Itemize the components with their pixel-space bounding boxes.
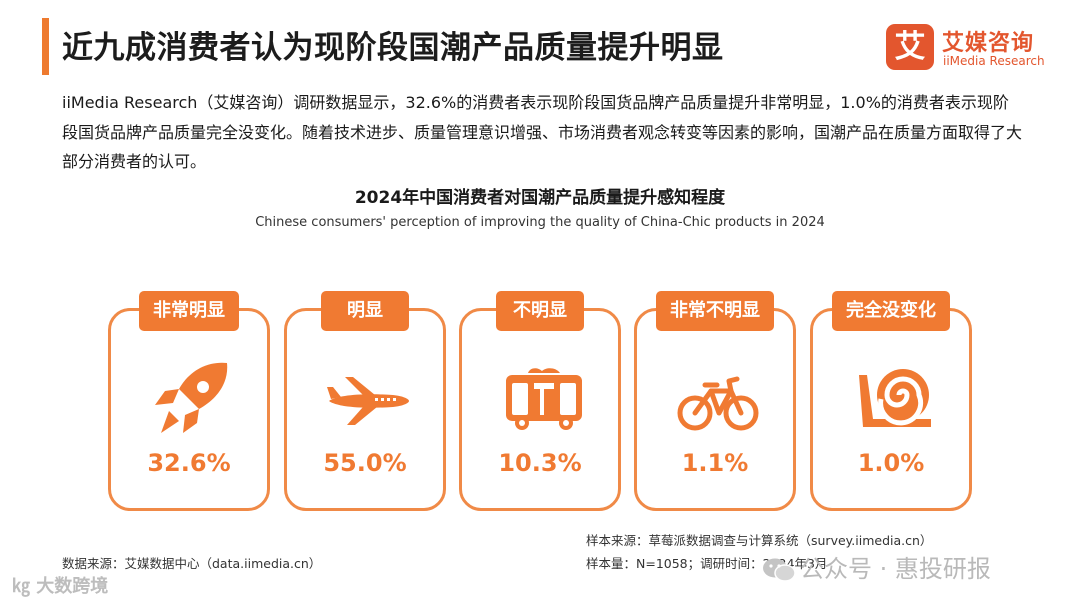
- bicycle-icon: [673, 355, 763, 445]
- card-1: 非常明显 32.6%: [108, 291, 270, 511]
- logo-english-name: iiMedia Research: [943, 54, 1045, 68]
- value-label: 32.6%: [147, 449, 231, 477]
- corner-watermark: ㎏ 大数跨境: [12, 572, 108, 598]
- rocket-icon: [147, 355, 237, 445]
- data-source-note: 数据来源：艾媒数据中心（data.iimedia.cn）: [62, 556, 322, 571]
- chart-subtitle: Chinese consumers' perception of improvi…: [255, 215, 825, 230]
- title-accent-bar: [42, 18, 49, 75]
- category-label: 非常不明显: [656, 291, 774, 331]
- card-3: 不明显 10.3%: [459, 291, 621, 511]
- airplane-icon: [323, 355, 413, 445]
- card-2: 明显 55.0%: [284, 291, 446, 511]
- value-label: 1.0%: [857, 449, 925, 477]
- category-label: 明显: [321, 291, 409, 331]
- value-label: 1.1%: [681, 449, 749, 477]
- corner-watermark-icon: ㎏: [12, 576, 30, 597]
- category-label: 非常明显: [139, 291, 239, 331]
- brand-logo: 艾 艾媒咨询 iiMedia Research: [886, 24, 1064, 72]
- logo-chinese-name: 艾媒咨询: [942, 31, 1035, 56]
- chart-title: 2024年中国消费者对国潮产品质量提升感知程度: [354, 188, 726, 208]
- value-label: 10.3%: [498, 449, 582, 477]
- logo-mark: 艾: [886, 24, 934, 70]
- bus-icon: [498, 355, 588, 445]
- card-5: 完全没变化 1.0%: [810, 291, 972, 511]
- page-title: 近九成消费者认为现阶段国潮产品质量提升明显: [62, 30, 724, 66]
- summary-paragraph: iiMedia Research（艾媒咨询）调研数据显示，32.6%的消费者表示…: [62, 93, 1023, 171]
- wechat-watermark: 公众号 · 惠投研报: [762, 549, 991, 584]
- value-label: 55.0%: [323, 449, 407, 477]
- wechat-icon: [762, 557, 796, 583]
- category-label: 完全没变化: [832, 291, 950, 331]
- card-4: 非常不明显 1.1%: [634, 291, 796, 511]
- sample-source-note: 样本来源：草莓派数据调查与计算系统（survey.iimedia.cn）: [586, 533, 933, 548]
- snail-icon: [849, 355, 939, 445]
- corner-watermark-text: 大数跨境: [36, 576, 109, 597]
- category-label: 不明显: [496, 291, 584, 331]
- wechat-watermark-text: 公众号 · 惠投研报: [800, 555, 991, 583]
